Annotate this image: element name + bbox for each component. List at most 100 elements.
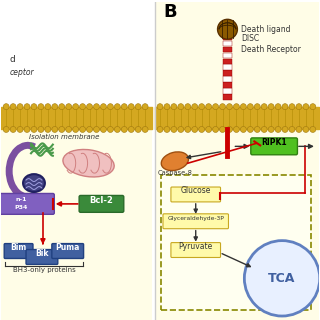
Circle shape bbox=[10, 104, 16, 110]
Text: P34: P34 bbox=[14, 205, 28, 210]
Text: Isolation membrane: Isolation membrane bbox=[29, 134, 100, 140]
FancyBboxPatch shape bbox=[163, 214, 228, 229]
Circle shape bbox=[233, 126, 239, 132]
Circle shape bbox=[244, 241, 320, 316]
Circle shape bbox=[100, 126, 107, 132]
Circle shape bbox=[31, 104, 37, 110]
Circle shape bbox=[185, 126, 191, 132]
Circle shape bbox=[121, 126, 127, 132]
Circle shape bbox=[227, 126, 232, 132]
Text: n-1: n-1 bbox=[15, 197, 27, 202]
Circle shape bbox=[178, 104, 184, 110]
FancyBboxPatch shape bbox=[222, 59, 232, 64]
FancyBboxPatch shape bbox=[222, 94, 232, 100]
FancyBboxPatch shape bbox=[222, 64, 232, 70]
Circle shape bbox=[303, 126, 309, 132]
Circle shape bbox=[268, 126, 274, 132]
Circle shape bbox=[128, 104, 134, 110]
Text: Glyceraldehyde-3P: Glyceraldehyde-3P bbox=[167, 216, 224, 221]
Circle shape bbox=[171, 126, 177, 132]
Circle shape bbox=[52, 104, 58, 110]
Text: Pyruvate: Pyruvate bbox=[179, 242, 213, 251]
FancyBboxPatch shape bbox=[222, 35, 232, 40]
Circle shape bbox=[10, 126, 16, 132]
Circle shape bbox=[93, 104, 100, 110]
Text: ceptor: ceptor bbox=[9, 68, 34, 77]
FancyBboxPatch shape bbox=[4, 244, 33, 259]
Circle shape bbox=[38, 104, 44, 110]
Text: DISC: DISC bbox=[241, 34, 260, 43]
FancyBboxPatch shape bbox=[171, 187, 220, 202]
Circle shape bbox=[93, 126, 100, 132]
Circle shape bbox=[289, 126, 295, 132]
Circle shape bbox=[164, 104, 170, 110]
Circle shape bbox=[31, 126, 37, 132]
FancyBboxPatch shape bbox=[171, 243, 220, 258]
Circle shape bbox=[275, 104, 281, 110]
Circle shape bbox=[275, 126, 281, 132]
Circle shape bbox=[310, 104, 316, 110]
Ellipse shape bbox=[63, 149, 114, 177]
Circle shape bbox=[240, 126, 246, 132]
Circle shape bbox=[199, 126, 205, 132]
Text: Bim: Bim bbox=[11, 243, 27, 252]
FancyBboxPatch shape bbox=[222, 52, 232, 58]
FancyBboxPatch shape bbox=[155, 3, 319, 320]
Circle shape bbox=[212, 126, 219, 132]
Circle shape bbox=[59, 126, 65, 132]
Circle shape bbox=[142, 126, 148, 132]
FancyBboxPatch shape bbox=[222, 47, 232, 52]
Circle shape bbox=[296, 104, 302, 110]
FancyBboxPatch shape bbox=[1, 3, 152, 320]
FancyBboxPatch shape bbox=[251, 138, 297, 155]
Text: TCA: TCA bbox=[268, 272, 296, 285]
Ellipse shape bbox=[23, 174, 45, 192]
Text: Caspase-8: Caspase-8 bbox=[157, 170, 192, 176]
Circle shape bbox=[303, 104, 309, 110]
Circle shape bbox=[142, 104, 148, 110]
Text: B: B bbox=[163, 3, 177, 21]
Circle shape bbox=[114, 126, 120, 132]
Circle shape bbox=[185, 104, 191, 110]
Circle shape bbox=[128, 126, 134, 132]
Circle shape bbox=[114, 104, 120, 110]
FancyBboxPatch shape bbox=[52, 244, 84, 259]
Circle shape bbox=[3, 104, 9, 110]
Circle shape bbox=[59, 104, 65, 110]
Circle shape bbox=[247, 126, 253, 132]
Circle shape bbox=[52, 126, 58, 132]
FancyBboxPatch shape bbox=[1, 108, 152, 320]
FancyBboxPatch shape bbox=[222, 41, 232, 46]
FancyBboxPatch shape bbox=[161, 175, 311, 310]
Text: d: d bbox=[9, 55, 15, 64]
Circle shape bbox=[220, 104, 226, 110]
Circle shape bbox=[212, 104, 219, 110]
Circle shape bbox=[135, 126, 141, 132]
Circle shape bbox=[135, 104, 141, 110]
Circle shape bbox=[296, 126, 302, 132]
Circle shape bbox=[282, 126, 288, 132]
Circle shape bbox=[310, 126, 316, 132]
Text: BH3-only proteins: BH3-only proteins bbox=[12, 268, 75, 273]
FancyBboxPatch shape bbox=[222, 88, 232, 94]
Circle shape bbox=[66, 104, 72, 110]
Text: RIPK1: RIPK1 bbox=[261, 138, 287, 147]
Circle shape bbox=[218, 19, 237, 39]
Circle shape bbox=[220, 126, 226, 132]
Circle shape bbox=[17, 104, 23, 110]
Circle shape bbox=[45, 126, 51, 132]
FancyBboxPatch shape bbox=[26, 250, 58, 264]
Circle shape bbox=[261, 126, 267, 132]
Circle shape bbox=[80, 104, 85, 110]
Circle shape bbox=[254, 104, 260, 110]
Circle shape bbox=[73, 126, 79, 132]
Circle shape bbox=[121, 104, 127, 110]
Circle shape bbox=[178, 126, 184, 132]
Circle shape bbox=[233, 104, 239, 110]
Circle shape bbox=[38, 126, 44, 132]
Circle shape bbox=[206, 126, 212, 132]
Circle shape bbox=[289, 104, 295, 110]
Circle shape bbox=[199, 104, 205, 110]
Circle shape bbox=[66, 126, 72, 132]
Circle shape bbox=[171, 104, 177, 110]
